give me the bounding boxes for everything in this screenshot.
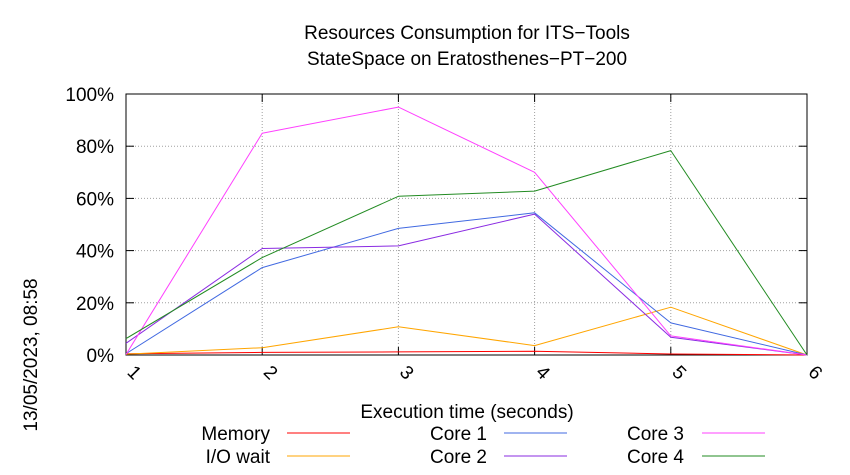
x-tick-label: 6 — [804, 362, 826, 384]
x-tick-label: 1 — [123, 362, 145, 384]
x-axis-label: Execution time (seconds) — [360, 402, 573, 423]
legend-label-core-1: Core 1 — [430, 424, 487, 445]
series-line-core-3 — [125, 106, 808, 356]
legend-label-memory: Memory — [201, 424, 270, 445]
chart-subtitle: StateSpace on Eratosthenes−PT−200 — [307, 49, 627, 70]
y-tick-label: 0% — [87, 346, 115, 367]
legend-label-core-3: Core 3 — [627, 424, 684, 445]
legend-label-i-o-wait: I/O wait — [206, 447, 271, 468]
timestamp-label: 13/05/2023, 08:58 — [21, 278, 42, 431]
y-tick-label: 60% — [76, 189, 114, 210]
y-tick-label: 80% — [76, 137, 114, 158]
x-tick-label: 2 — [259, 362, 281, 384]
plot-frame — [125, 93, 808, 356]
chart-title: Resources Consumption for ITS−Tools — [304, 23, 630, 44]
x-tick-label: 5 — [668, 362, 690, 384]
series-lines — [125, 106, 808, 356]
x-tick-label: 3 — [395, 362, 417, 384]
series-line-i-o-wait — [125, 306, 808, 356]
y-tick-label: 40% — [76, 242, 114, 263]
x-tick-label: 4 — [531, 362, 554, 385]
legend-label-core-2: Core 2 — [430, 447, 487, 468]
y-tick-label: 100% — [65, 85, 114, 106]
series-line-memory — [125, 350, 808, 356]
grid-lines — [126, 94, 807, 355]
legend-label-core-4: Core 4 — [627, 447, 684, 468]
series-line-core-4 — [125, 150, 808, 356]
series-line-core-2 — [125, 213, 808, 356]
y-tick-label: 20% — [76, 294, 114, 315]
series-line-core-1 — [125, 212, 808, 356]
